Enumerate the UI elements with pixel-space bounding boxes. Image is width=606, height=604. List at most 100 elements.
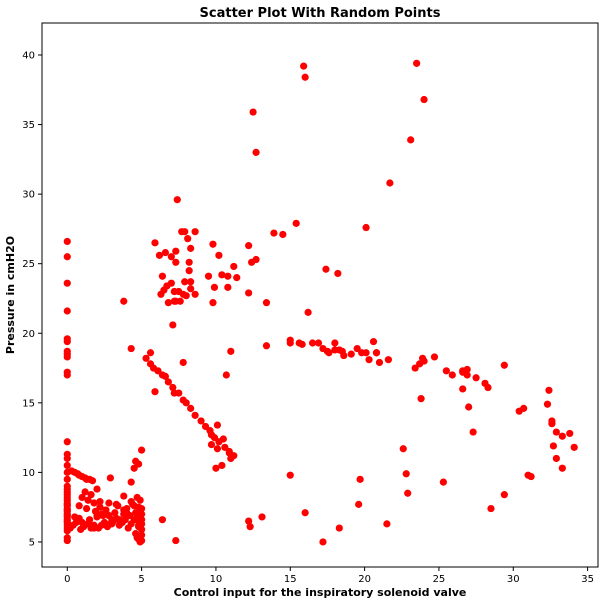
x-tick-label: 0 (64, 574, 70, 585)
data-point (181, 278, 189, 286)
data-point (402, 470, 410, 478)
data-point (96, 498, 104, 506)
x-axis-ticks: 0 5 10 15 20 25 30 35 (64, 567, 594, 585)
x-tick-label: 35 (581, 574, 594, 585)
data-point (106, 474, 114, 482)
data-point (158, 272, 167, 280)
data-point (63, 253, 71, 261)
plot-frame (41, 22, 599, 568)
x-tick-label: 25 (433, 574, 446, 585)
data-point (191, 290, 199, 298)
data-point (63, 534, 71, 542)
data-point (558, 464, 566, 472)
y-tick-label: 35 (22, 120, 35, 131)
data-point (334, 269, 342, 278)
data-point (207, 440, 216, 449)
data-point (96, 503, 104, 511)
scatter-points (63, 59, 578, 546)
data-point (63, 237, 71, 246)
data-point (372, 349, 381, 357)
data-point (209, 240, 217, 248)
data-point (500, 491, 508, 499)
data-point (300, 62, 308, 70)
data-point (218, 271, 226, 279)
data-point (142, 354, 150, 362)
data-point (384, 356, 392, 364)
data-point (207, 431, 216, 439)
data-point (138, 446, 146, 454)
data-point (93, 485, 101, 493)
data-point (246, 523, 254, 531)
data-point (172, 258, 180, 266)
data-point (430, 353, 439, 361)
data-point (459, 367, 467, 375)
data-point (63, 506, 71, 514)
data-point (209, 299, 217, 307)
data-point (120, 506, 128, 514)
data-point (213, 421, 222, 429)
data-point (439, 478, 447, 486)
data-point (338, 347, 346, 355)
data-point (295, 339, 303, 347)
data-point (161, 372, 169, 380)
data-point (375, 358, 384, 367)
data-point (249, 108, 257, 116)
data-point (187, 278, 195, 286)
data-point (90, 524, 98, 532)
y-tick-label: 25 (22, 259, 35, 270)
data-point (170, 389, 178, 397)
data-point (215, 251, 223, 259)
data-point (111, 509, 119, 517)
data-point (133, 493, 141, 502)
data-point (487, 504, 495, 513)
data-point (570, 443, 578, 451)
data-point (191, 228, 199, 236)
data-point (369, 338, 378, 346)
data-point (301, 73, 309, 81)
data-point (63, 511, 71, 520)
data-point (213, 445, 222, 453)
data-point (292, 219, 300, 227)
data-point (63, 368, 71, 376)
data-point (63, 500, 71, 508)
data-point (138, 531, 146, 539)
data-point (362, 349, 370, 357)
data-point (365, 356, 373, 364)
data-point (222, 371, 230, 379)
data-point (75, 514, 83, 522)
data-point (399, 445, 407, 453)
data-point (78, 493, 86, 502)
data-point (161, 248, 169, 257)
data-point (138, 510, 146, 518)
data-point (417, 395, 425, 403)
data-point (262, 342, 271, 350)
data-point (549, 442, 558, 450)
data-point (245, 517, 253, 525)
x-axis-label: Control input for the inspiratory soleno… (174, 586, 467, 599)
data-point (97, 510, 106, 518)
data-point (127, 344, 135, 353)
data-point (407, 136, 415, 144)
data-point (204, 272, 213, 280)
data-point (90, 499, 98, 507)
data-point (115, 516, 123, 524)
data-point (552, 454, 560, 463)
data-point (224, 283, 232, 291)
data-point (245, 289, 253, 297)
data-point (545, 386, 553, 394)
data-point (121, 516, 129, 524)
data-point (87, 491, 95, 499)
data-point (63, 335, 71, 343)
data-point (552, 428, 560, 436)
data-point (170, 297, 178, 305)
data-point (386, 179, 394, 187)
data-point (63, 307, 71, 315)
data-point (88, 477, 97, 485)
data-point (413, 59, 421, 67)
data-point (63, 450, 71, 458)
data-point (404, 489, 412, 497)
y-tick-label: 5 (29, 537, 35, 548)
data-point (420, 95, 428, 104)
data-point (308, 339, 317, 347)
data-point (459, 385, 467, 393)
